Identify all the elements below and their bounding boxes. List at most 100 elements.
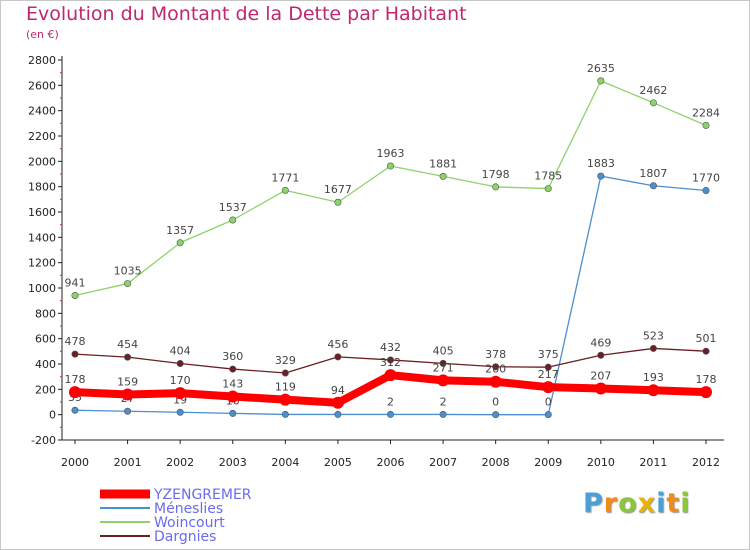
data-label: 143 [222,378,243,391]
y-tick-label: 2200 [28,130,56,143]
data-point [649,182,657,190]
data-label: 312 [380,356,401,369]
data-point [386,162,394,170]
x-tick-label: 2004 [271,456,299,469]
y-tick-label: 1800 [28,181,56,194]
legend-entry: YZENGREMER [153,487,252,503]
data-point [124,353,132,361]
data-label: 1771 [271,171,299,184]
data-point [597,172,605,180]
data-label: 456 [327,338,348,351]
x-tick-label: 2006 [377,456,405,469]
y-tick-label: 2400 [28,105,56,118]
x-tick-label: 2000 [61,456,89,469]
data-point [176,239,184,247]
x-tick-label: 2010 [587,456,615,469]
data-label: 2284 [692,106,720,119]
data-point [281,369,289,377]
data-point [71,350,79,358]
data-point [334,410,342,418]
data-point [229,409,237,417]
x-tick-label: 2008 [482,456,510,469]
data-label: 193 [643,371,664,384]
data-label: 432 [380,341,401,354]
data-point [334,198,342,206]
data-point [597,77,605,85]
y-tick-label: 200 [35,383,56,396]
logo-letter: o [618,488,638,519]
x-tick-label: 2007 [429,456,457,469]
data-label: 1770 [692,171,720,184]
data-point [124,280,132,288]
chart-subtitle: (en €) [26,28,59,41]
data-label: 1785 [534,170,562,183]
data-label: 94 [331,384,345,397]
data-label: 0 [545,396,552,409]
y-tick-label: 0 [49,409,56,422]
data-point [492,183,500,191]
data-point [647,384,660,397]
data-label: 2462 [639,84,667,97]
legend-entry: Dargnies [154,529,216,545]
data-point [226,390,239,403]
data-point [439,172,447,180]
data-point [702,186,710,194]
data-point [331,396,344,409]
y-tick-label: 600 [35,333,56,346]
data-label: 1798 [482,168,510,181]
data-label: 469 [590,336,611,349]
data-point [174,387,187,400]
data-label: 378 [485,348,506,361]
data-point [281,410,289,418]
chart-title: Evolution du Montant de la Dette par Hab… [26,3,467,25]
data-point [597,351,605,359]
data-label: 178 [65,373,86,386]
x-tick-label: 2005 [324,456,352,469]
x-tick-label: 2011 [639,456,667,469]
y-tick-label: 1600 [28,206,56,219]
data-label: 1881 [429,157,457,170]
y-tick-label: 400 [35,358,56,371]
data-point [544,185,552,193]
data-label: 1963 [377,147,405,160]
data-label: 2 [387,395,394,408]
series-méneslies: 3527191022200188318071770 [68,157,720,419]
data-label: 360 [222,350,243,363]
data-label: 207 [590,369,611,382]
legend-entry: Méneslies [154,501,223,517]
data-label: 454 [117,338,138,351]
logo-letter: t [666,488,681,519]
data-point [384,369,397,382]
series-dargnies: 478 454 404 360 329 456 432 405 378 375 469 523 501 [65,329,717,377]
data-label: 217 [538,368,559,381]
y-tick-label: 1000 [28,282,56,295]
data-label: 375 [538,348,559,361]
data-point [439,359,447,367]
data-label: 1677 [324,183,352,196]
data-point [702,347,710,355]
y-tick-label: 2600 [28,79,56,92]
data-label: 1035 [114,265,142,278]
data-point [69,386,81,399]
data-point [649,99,657,107]
y-tick-label: -200 [31,434,56,447]
data-label: 119 [275,381,296,394]
data-label: 405 [433,344,454,357]
data-label: 260 [485,363,506,376]
data-label: 404 [170,344,191,357]
data-label: 478 [65,335,86,348]
logo-letter: x [637,488,657,519]
logo-letter: r [603,488,619,519]
data-label: 1883 [587,157,615,170]
y-tick-label: 800 [35,307,56,320]
data-point [281,186,289,194]
data-label: 2635 [587,62,615,75]
data-label: 1357 [166,224,194,237]
data-label: 0 [492,396,499,409]
data-point [439,410,447,418]
data-point [229,365,237,373]
proxiti-logo: Proxiti [583,488,691,519]
x-tick-label: 2001 [114,456,142,469]
